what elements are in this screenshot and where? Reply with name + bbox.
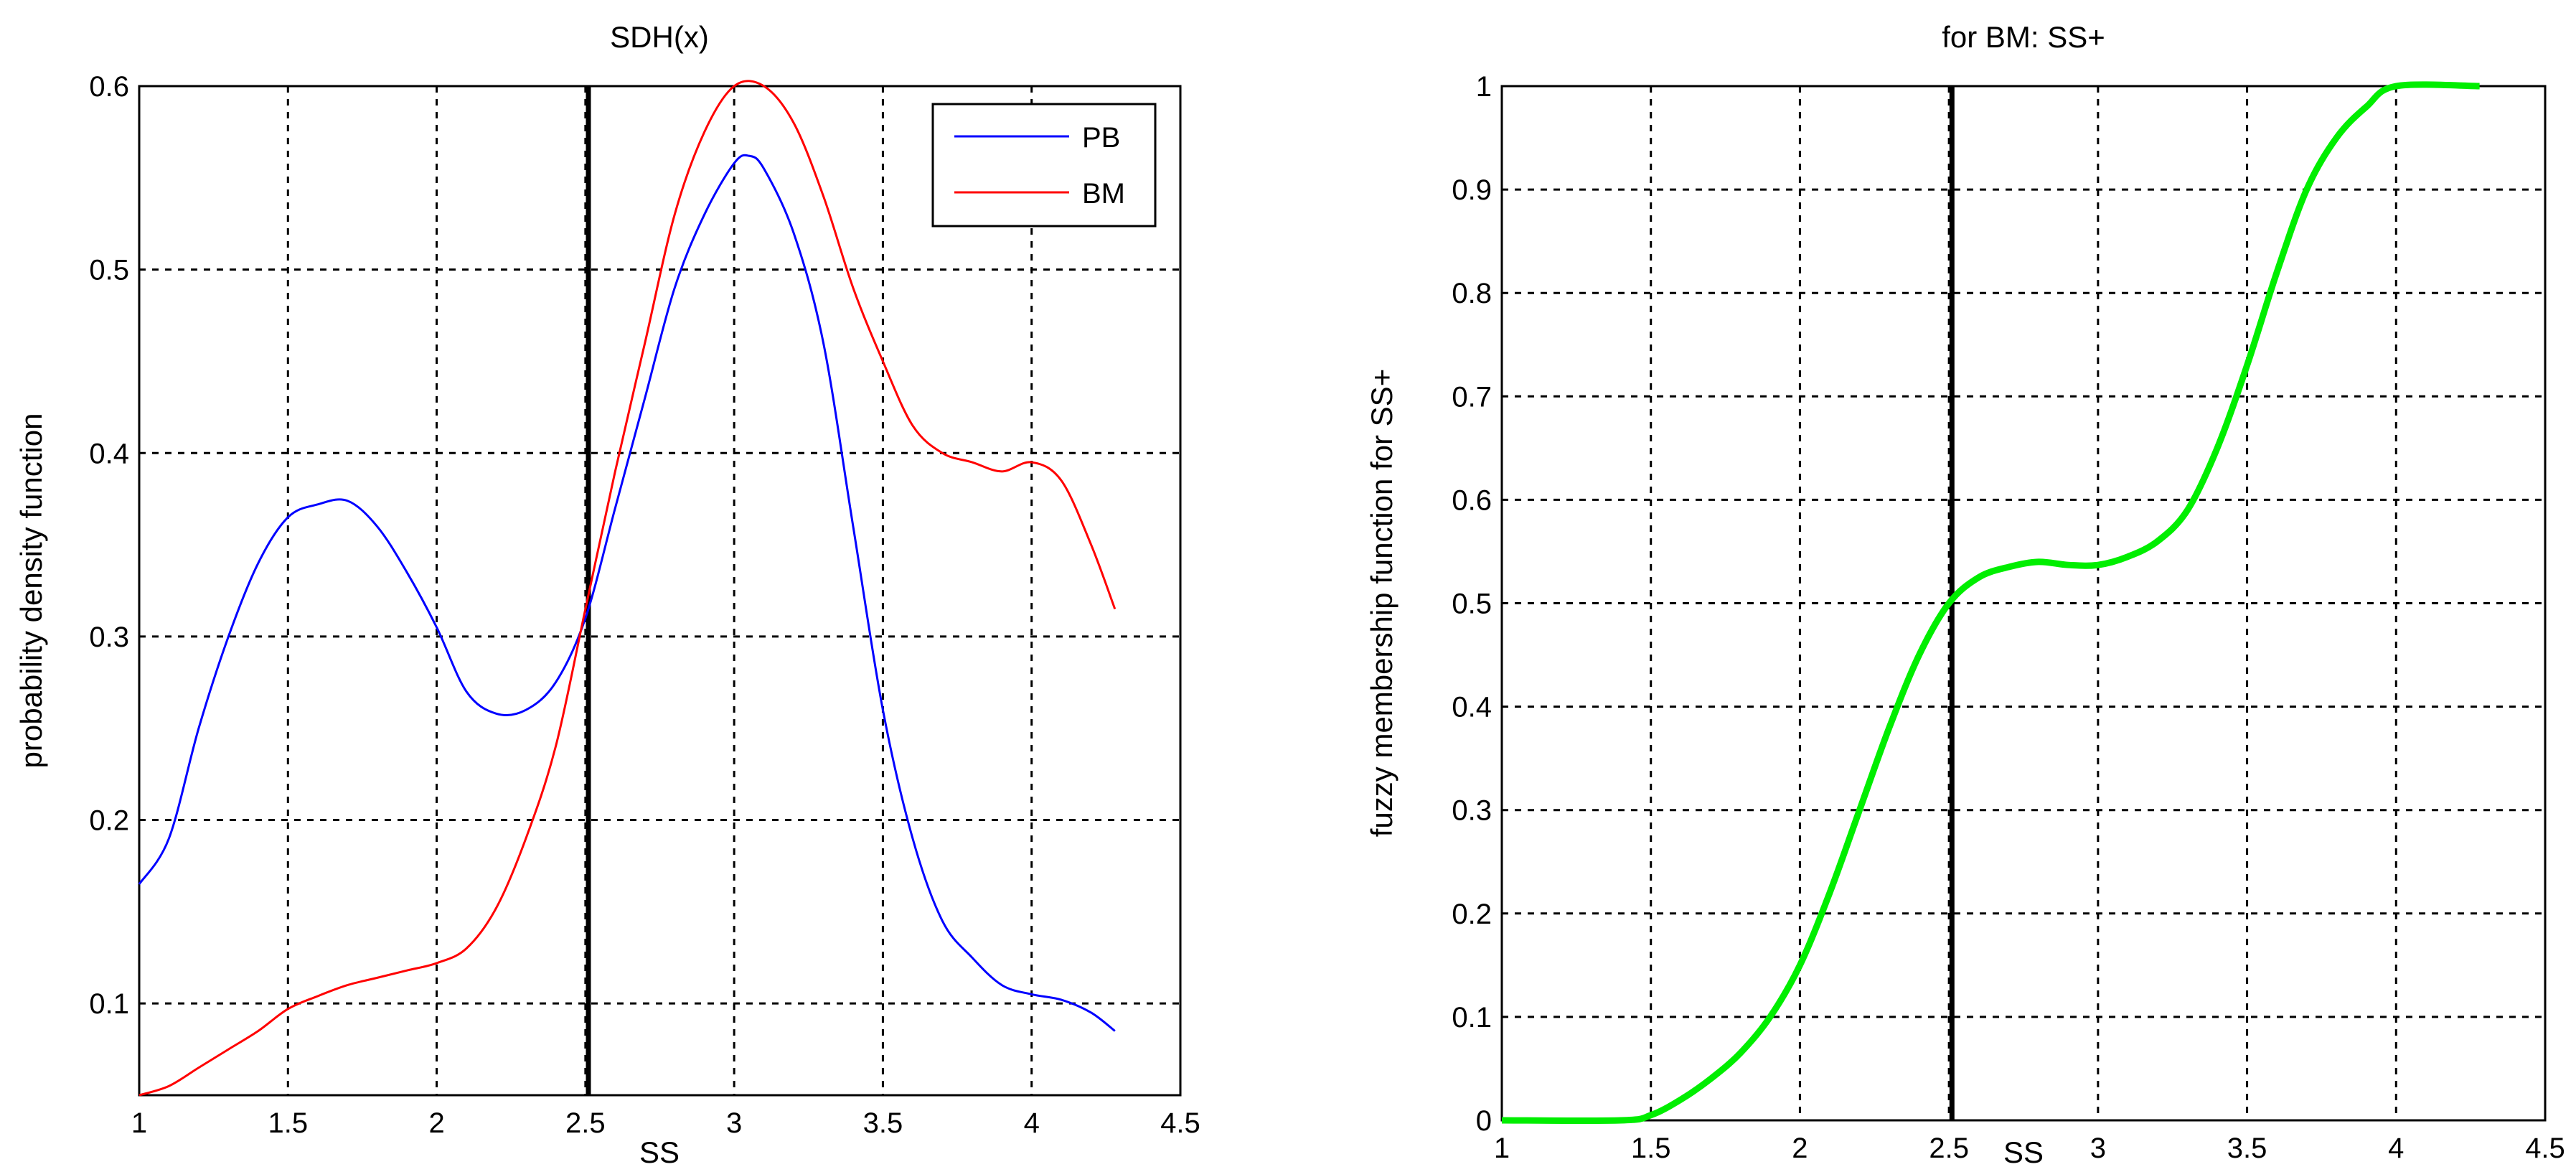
plot-frame: [138, 85, 1182, 1097]
x-tick-label: 4: [2388, 1133, 2404, 1164]
y-tick-label: 0.7: [1452, 381, 1492, 413]
legend: PB BM: [931, 103, 1157, 228]
x-tick-label: 2: [1792, 1133, 1808, 1164]
legend-box: [931, 103, 1157, 228]
y-tick-label: 0.4: [89, 438, 129, 469]
series-line-pb: [138, 154, 1116, 1032]
y-tick-label: 0: [1476, 1105, 1492, 1137]
y-axis-label: probability density function: [14, 413, 48, 769]
y-tick-label: 0.1: [89, 988, 129, 1020]
x-axis-label: SS: [2003, 1135, 2044, 1169]
x-tick-label: 3: [2090, 1133, 2106, 1164]
y-tick-label: 0.5: [1452, 589, 1492, 620]
x-tick-label: 4.5: [2525, 1133, 2565, 1164]
y-tick-label: 0.8: [1452, 278, 1492, 309]
x-tick-label: 3.5: [863, 1107, 903, 1139]
y-tick-label: 0.4: [1452, 692, 1492, 723]
x-tick-label: 2.5: [1929, 1133, 1969, 1164]
x-tick-label: 1: [1494, 1133, 1510, 1164]
x-tick-label: 2: [428, 1107, 444, 1139]
y-tick-label: 0.3: [1452, 795, 1492, 827]
series-line-membership: [1501, 81, 2480, 1125]
y-tick-label: 0.2: [89, 805, 129, 837]
series-line-bm: [138, 80, 1117, 1097]
x-tick-label: 1.5: [268, 1107, 308, 1139]
legend-label: PB: [1082, 122, 1120, 154]
chart-title: for BM: SS+: [1942, 20, 2105, 54]
x-tick-label: 2.5: [565, 1107, 606, 1139]
x-tick-label: 1: [131, 1107, 147, 1139]
y-tick-label: 0.1: [1452, 1002, 1492, 1033]
x-tick-label: 4.5: [1160, 1107, 1200, 1139]
x-tick-label: 4: [1024, 1107, 1040, 1139]
chart-title: SDH(x): [610, 20, 709, 54]
y-tick-label: 1: [1476, 71, 1492, 103]
plot-frame: [1500, 85, 2547, 1122]
x-tick-label: 1.5: [1631, 1133, 1671, 1164]
x-tick-label: 3: [726, 1107, 742, 1139]
y-tick-label: 0.2: [1452, 899, 1492, 930]
y-tick-label: 0.5: [89, 255, 129, 286]
y-axis-label: fuzzy membership function for SS+: [1365, 369, 1399, 837]
y-tick-label: 0.3: [89, 622, 129, 653]
pdf-plot: SDH(x) SS probability density function 1…: [14, 20, 1200, 1169]
membership-plot: for BM: SS+ SS fuzzy membership function…: [1365, 20, 2565, 1169]
x-tick-label: 3.5: [2227, 1133, 2267, 1164]
y-tick-label: 0.9: [1452, 174, 1492, 206]
y-tick-label: 0.6: [1452, 484, 1492, 516]
x-axis-label: SS: [639, 1135, 680, 1169]
y-tick-label: 0.6: [89, 71, 129, 103]
legend-label: BM: [1082, 178, 1125, 210]
